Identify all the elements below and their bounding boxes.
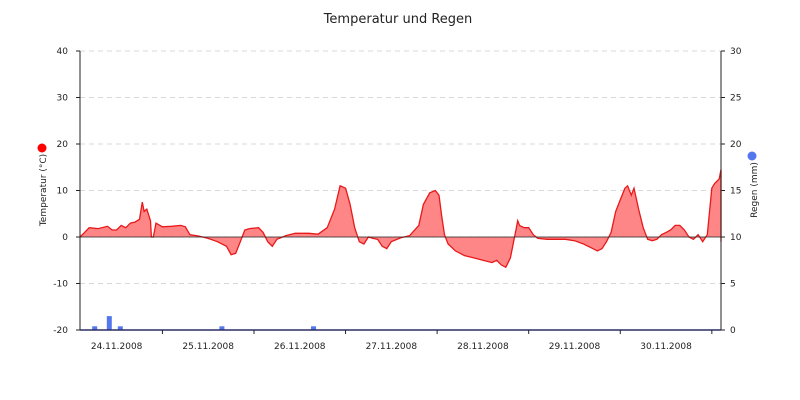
left-tick-label: -20 [53, 326, 68, 336]
rain-bar [219, 326, 225, 330]
right-tick-label: 20 [730, 140, 742, 150]
left-tick-label: 40 [57, 47, 69, 57]
left-tick-labels: 40 30 20 10 0 -10 -20 [53, 47, 68, 336]
x-tick-label: 29.11.2008 [549, 342, 601, 352]
x-tick-label: 25.11.2008 [182, 342, 234, 352]
rain-bars-layer [92, 316, 316, 330]
right-tick-labels: 30 25 20 15 10 5 0 [730, 47, 742, 336]
left-tick-label: 10 [57, 187, 69, 197]
chart-title: Temperatur und Regen [323, 12, 473, 27]
right-tick-label: 15 [730, 187, 741, 197]
x-tick-label: 26.11.2008 [274, 342, 326, 352]
right-tick-label: 30 [730, 47, 742, 57]
x-tick-label: 30.11.2008 [640, 342, 692, 352]
temperature-legend-icon [37, 143, 47, 153]
right-tick-label: 0 [730, 326, 736, 336]
x-tick-label: 28.11.2008 [457, 342, 509, 352]
left-tick-label: 20 [57, 140, 69, 150]
temperature-line [79, 169, 722, 269]
x-tick-labels: 24.11.2008 25.11.2008 26.11.2008 27.11.2008… [91, 342, 692, 352]
rain-bar [92, 326, 98, 330]
rain-bar [117, 326, 123, 330]
rain-bar [311, 326, 316, 330]
x-tick-label: 27.11.2008 [366, 342, 418, 352]
left-tick-label: 30 [57, 94, 69, 104]
rain-bar [106, 316, 112, 330]
left-tick-label: -10 [53, 280, 68, 290]
left-tick-label: 0 [62, 233, 68, 243]
x-tick-label: 24.11.2008 [91, 342, 143, 352]
axes-layer [76, 50, 725, 334]
right-axis-title: Regen (mm) [750, 162, 760, 218]
right-tick-label: 25 [730, 94, 741, 104]
temperature-area-layer [79, 169, 722, 269]
right-tick-label: 5 [730, 280, 736, 290]
grid-lines [80, 50, 721, 284]
temperature-area [80, 169, 721, 268]
right-tick-label: 10 [730, 233, 742, 243]
left-axis-title: Temperatur (°C) [39, 154, 49, 227]
rain-legend-icon [747, 151, 757, 161]
